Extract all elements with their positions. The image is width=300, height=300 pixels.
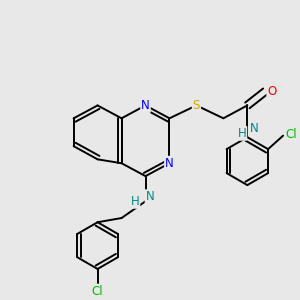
Text: H: H <box>238 127 246 140</box>
Text: N: N <box>146 190 154 203</box>
Text: N: N <box>250 122 258 135</box>
Text: O: O <box>267 85 277 98</box>
Text: N: N <box>141 99 150 112</box>
Text: S: S <box>193 99 200 112</box>
Text: N: N <box>165 157 174 170</box>
Text: H: H <box>130 195 140 208</box>
Text: Cl: Cl <box>286 128 297 141</box>
Text: Cl: Cl <box>92 285 103 298</box>
